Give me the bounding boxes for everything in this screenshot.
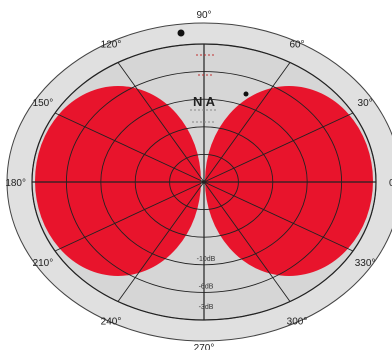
angle-label-120: 120° bbox=[101, 39, 122, 50]
ring-labels: -10dB -6dB -3dB bbox=[197, 256, 216, 311]
center-dotted-marks bbox=[190, 54, 218, 123]
ring-label-3: -3dB bbox=[199, 304, 214, 311]
grid-spoke-240 bbox=[117, 181, 205, 302]
overlay-text: N A bbox=[193, 94, 216, 109]
pattern-lobes bbox=[35, 86, 373, 276]
angle-label-30: 30° bbox=[358, 98, 373, 109]
grid-spoke-30 bbox=[203, 112, 354, 183]
grid-spoke-210 bbox=[54, 181, 205, 252]
angle-label-180: 180° bbox=[5, 178, 26, 189]
ring-label-2: -6dB bbox=[199, 283, 214, 290]
angle-labels: 0° 30° 60° 90° 120° 150° 180° 210° 240° 270° 300° 3… bbox=[5, 10, 392, 350]
marker-dot-top bbox=[177, 29, 185, 37]
grid-spoke-60 bbox=[203, 62, 291, 183]
grid-spoke-300 bbox=[203, 181, 291, 302]
marker-dot-right bbox=[243, 91, 249, 97]
grid-spoke-120 bbox=[117, 62, 205, 183]
left-lobe bbox=[35, 86, 201, 276]
grid-spoke-330 bbox=[203, 181, 354, 252]
right-lobe bbox=[205, 86, 373, 276]
grid-spoke-150 bbox=[54, 112, 205, 183]
ring-label-1: -10dB bbox=[197, 256, 216, 263]
angle-label-300: 300° bbox=[287, 317, 308, 328]
polar-grid bbox=[31, 43, 377, 321]
angle-label-0: 0° bbox=[389, 178, 392, 189]
angle-label-150: 150° bbox=[33, 98, 54, 109]
angle-label-60: 60° bbox=[289, 39, 304, 50]
angle-label-210: 210° bbox=[33, 258, 54, 269]
angle-label-90: 90° bbox=[196, 10, 211, 21]
angle-label-270: 270° bbox=[194, 343, 215, 350]
angle-label-330: 330° bbox=[355, 258, 376, 269]
angle-label-240: 240° bbox=[101, 317, 122, 328]
